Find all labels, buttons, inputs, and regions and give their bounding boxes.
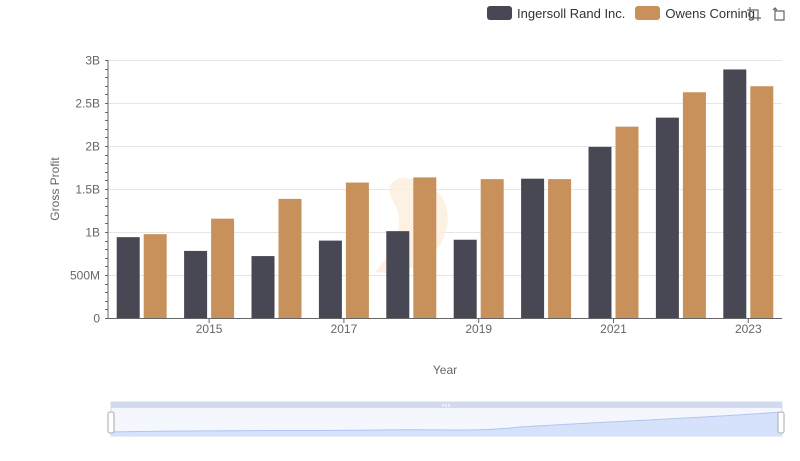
x-tick-label: 2023 (735, 322, 762, 336)
x-tick-label: 2015 (196, 322, 223, 336)
bar-owens-corning-2021[interactable] (615, 126, 639, 319)
x-axis-title: Year (433, 363, 457, 377)
x-tick-label: 2017 (331, 322, 358, 336)
y-tick-label: 3B (85, 54, 100, 68)
legend: Ingersoll Rand Inc. Owens Corning (487, 4, 755, 22)
legend-item-owens-corning[interactable]: Owens Corning (635, 6, 755, 21)
bar-owens-corning-2020[interactable] (548, 179, 572, 318)
bar-ingersoll-rand-inc-2020[interactable] (521, 178, 545, 318)
bar-owens-corning-2016[interactable] (278, 198, 302, 318)
x-tick-label: 2019 (465, 322, 492, 336)
bar-ingersoll-rand-inc-2016[interactable] (251, 256, 275, 318)
bar-owens-corning-2015[interactable] (211, 218, 235, 318)
data-zoom-preview-area (111, 412, 782, 436)
legend-label-ingersoll-rand: Ingersoll Rand Inc. (517, 5, 626, 21)
bar-ingersoll-rand-inc-2021[interactable] (588, 146, 612, 318)
y-tick-label: 500M (70, 269, 100, 283)
data-zoom-preview-line (110, 411, 783, 433)
bar-ingersoll-rand-inc-2019[interactable] (453, 239, 477, 318)
y-ticks: 0 500M 1B 1.5B 2B 2.5B 3B (70, 54, 108, 326)
bar-owens-corning-2022[interactable] (682, 92, 706, 318)
legend-swatch-ingersoll-rand (487, 6, 512, 20)
bar-ingersoll-rand-inc-2015[interactable] (184, 250, 208, 318)
zoom-icon[interactable] (746, 6, 762, 22)
data-zoom-slider[interactable] (107, 401, 785, 437)
grid (108, 60, 782, 276)
bar-ingersoll-rand-inc-2023[interactable] (723, 69, 747, 319)
bar-owens-corning-2019[interactable] (480, 179, 504, 318)
bar-ingersoll-rand-inc-2014[interactable] (116, 237, 140, 318)
data-zoom-handle-right[interactable] (777, 411, 785, 434)
bar-owens-corning-2014[interactable] (143, 234, 167, 318)
x-ticks: 2015 2017 2019 2021 2023 (196, 318, 762, 336)
data-zoom-handle-left[interactable] (107, 411, 115, 434)
bar-ingersoll-rand-inc-2017[interactable] (318, 240, 342, 318)
toolbox (746, 6, 788, 22)
data-zoom-grip-icon (442, 404, 450, 407)
restore-icon[interactable] (772, 6, 788, 22)
legend-label-owens-corning: Owens Corning (665, 5, 756, 21)
y-tick-label: 1.5B (75, 183, 100, 197)
bar-ingersoll-rand-inc-2018[interactable] (386, 231, 410, 318)
bar-owens-corning-2017[interactable] (345, 182, 369, 318)
bar-ingersoll-rand-inc-2022[interactable] (655, 117, 679, 319)
bar-owens-corning-2023[interactable] (750, 86, 774, 318)
bar-owens-corning-2018[interactable] (413, 177, 437, 318)
legend-item-ingersoll-rand[interactable]: Ingersoll Rand Inc. (487, 6, 625, 21)
x-tick-label: 2021 (600, 322, 627, 336)
y-axis-title: Gross Profit (48, 157, 62, 221)
y-tick-label: 2B (85, 140, 100, 154)
y-tick-label: 0 (93, 312, 100, 326)
legend-swatch-owens-corning (635, 6, 661, 20)
y-tick-label: 1B (85, 226, 100, 240)
watermark (375, 178, 448, 273)
bars (116, 69, 774, 319)
y-tick-label: 2.5B (75, 97, 100, 111)
